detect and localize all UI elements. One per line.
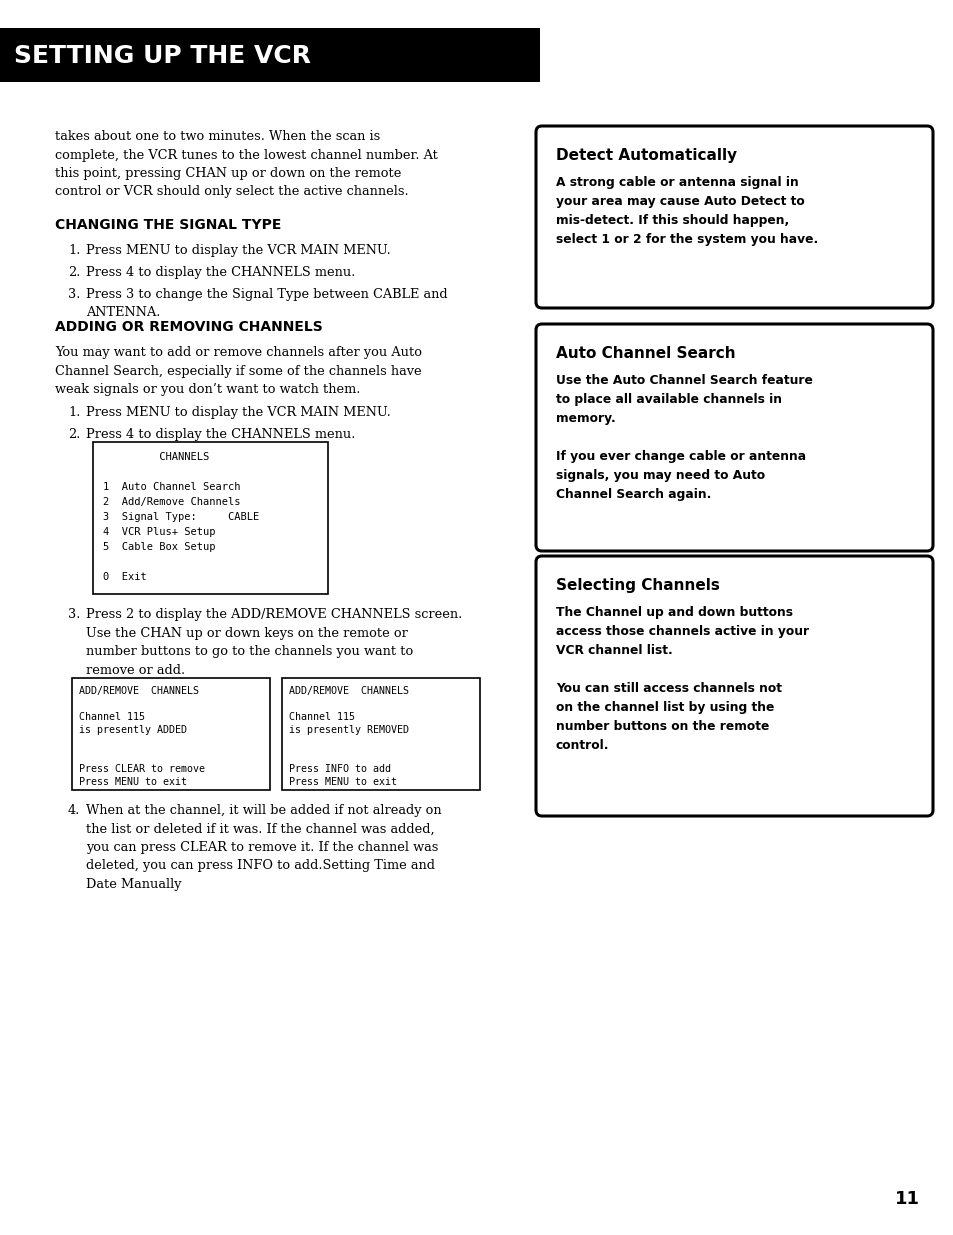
- Text: 4.: 4.: [68, 804, 80, 818]
- Text: Press MENU to exit: Press MENU to exit: [79, 777, 187, 787]
- Text: Press CLEAR to remove: Press CLEAR to remove: [79, 764, 205, 774]
- Text: 4  VCR Plus+ Setup: 4 VCR Plus+ Setup: [103, 527, 215, 537]
- Text: Press MENU to exit: Press MENU to exit: [289, 777, 396, 787]
- Text: Use the Auto Channel Search feature
to place all available channels in
memory.

: Use the Auto Channel Search feature to p…: [556, 374, 812, 501]
- Text: is presently ADDED: is presently ADDED: [79, 725, 187, 735]
- Text: 2.: 2.: [68, 429, 80, 441]
- Text: is presently REMOVED: is presently REMOVED: [289, 725, 409, 735]
- Text: takes about one to two minutes. When the scan is
complete, the VCR tunes to the : takes about one to two minutes. When the…: [55, 130, 437, 199]
- FancyBboxPatch shape: [536, 126, 932, 308]
- Text: Auto Channel Search: Auto Channel Search: [556, 346, 735, 361]
- Text: Press MENU to display the VCR MAIN MENU.: Press MENU to display the VCR MAIN MENU.: [86, 245, 391, 257]
- Text: Press INFO to add: Press INFO to add: [289, 764, 391, 774]
- FancyBboxPatch shape: [536, 324, 932, 551]
- Text: Press 4 to display the CHANNELS menu.: Press 4 to display the CHANNELS menu.: [86, 429, 355, 441]
- FancyBboxPatch shape: [92, 442, 328, 594]
- Text: 2  Add/Remove Channels: 2 Add/Remove Channels: [103, 496, 240, 508]
- Text: 2.: 2.: [68, 266, 80, 279]
- Text: Channel 115: Channel 115: [79, 713, 145, 722]
- Text: 3  Signal Type:     CABLE: 3 Signal Type: CABLE: [103, 513, 259, 522]
- FancyBboxPatch shape: [536, 556, 932, 816]
- Text: Selecting Channels: Selecting Channels: [556, 578, 720, 593]
- Text: Channel 115: Channel 115: [289, 713, 355, 722]
- Text: 1.: 1.: [68, 406, 80, 419]
- Text: 1  Auto Channel Search: 1 Auto Channel Search: [103, 482, 240, 492]
- Text: CHANNELS: CHANNELS: [103, 452, 209, 462]
- Text: ADDING OR REMOVING CHANNELS: ADDING OR REMOVING CHANNELS: [55, 320, 322, 333]
- Text: 5  Cable Box Setup: 5 Cable Box Setup: [103, 542, 215, 552]
- Text: 0  Exit: 0 Exit: [103, 572, 147, 582]
- Text: 3.: 3.: [68, 608, 80, 621]
- Text: You may want to add or remove channels after you Auto
Channel Search, especially: You may want to add or remove channels a…: [55, 346, 421, 396]
- Text: A strong cable or antenna signal in
your area may cause Auto Detect to
mis-detec: A strong cable or antenna signal in your…: [556, 177, 818, 246]
- Text: Press 2 to display the ADD/REMOVE CHANNELS screen.
Use the CHAN up or down keys : Press 2 to display the ADD/REMOVE CHANNE…: [86, 608, 462, 677]
- FancyBboxPatch shape: [282, 678, 479, 790]
- Text: Press MENU to display the VCR MAIN MENU.: Press MENU to display the VCR MAIN MENU.: [86, 406, 391, 419]
- Text: 11: 11: [894, 1191, 919, 1208]
- Text: When at the channel, it will be added if not already on
the list or deleted if i: When at the channel, it will be added if…: [86, 804, 441, 890]
- Text: 1.: 1.: [68, 245, 80, 257]
- Text: The Channel up and down buttons
access those channels active in your
VCR channel: The Channel up and down buttons access t…: [556, 606, 808, 752]
- FancyBboxPatch shape: [0, 28, 539, 82]
- Text: 3.: 3.: [68, 288, 80, 301]
- FancyBboxPatch shape: [71, 678, 270, 790]
- Text: CHANGING THE SIGNAL TYPE: CHANGING THE SIGNAL TYPE: [55, 219, 281, 232]
- Text: ADD/REMOVE  CHANNELS: ADD/REMOVE CHANNELS: [289, 685, 409, 697]
- Text: ADD/REMOVE  CHANNELS: ADD/REMOVE CHANNELS: [79, 685, 199, 697]
- Text: Detect Automatically: Detect Automatically: [556, 148, 737, 163]
- Text: Press 4 to display the CHANNELS menu.: Press 4 to display the CHANNELS menu.: [86, 266, 355, 279]
- Text: Press 3 to change the Signal Type between CABLE and
ANTENNA.: Press 3 to change the Signal Type betwee…: [86, 288, 447, 319]
- Text: SETTING UP THE VCR: SETTING UP THE VCR: [14, 44, 311, 68]
